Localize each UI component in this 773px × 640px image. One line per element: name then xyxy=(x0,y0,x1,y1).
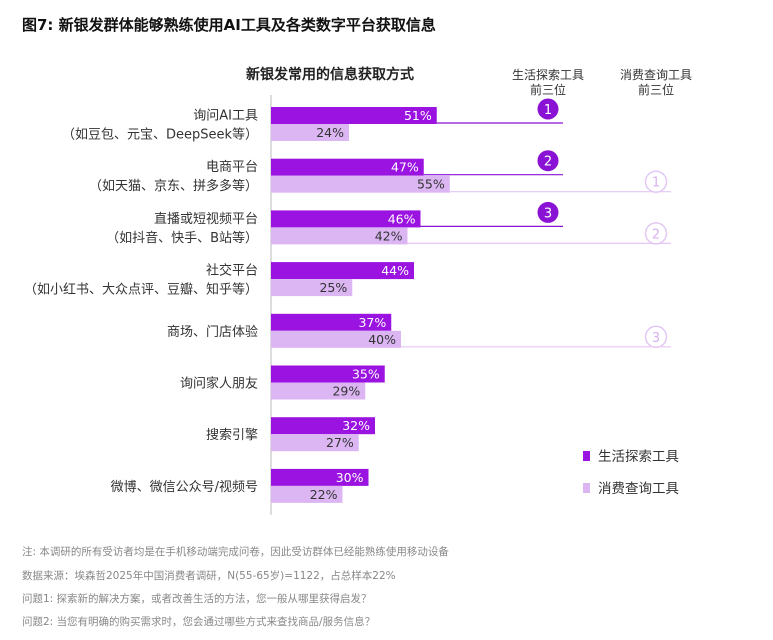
data-label-explore: 46% xyxy=(388,211,416,226)
rank-number: 2 xyxy=(652,227,660,242)
bar-consume xyxy=(271,124,349,141)
category-label: 微博、微信公众号/视频号 xyxy=(111,480,258,495)
data-label-consume: 55% xyxy=(417,177,445,192)
bar-consume xyxy=(271,227,408,245)
category-label: 商场、门店体验 xyxy=(167,324,258,340)
bar-consume xyxy=(271,279,353,297)
data-label-explore: 30% xyxy=(336,470,364,485)
category-label: （如豆包、元宝、DeepSeek等） xyxy=(62,127,258,143)
question-1-note: 问题1: 探索新的解决方案，或者改善生活的方法，您一般从哪里获得启发？ xyxy=(22,593,372,605)
rank-column-header: 前三位 xyxy=(638,82,674,97)
category-label: （如天猫、京东、拼多多等） xyxy=(89,178,258,194)
bar-explore xyxy=(271,262,414,280)
data-label-explore: 44% xyxy=(381,263,409,278)
legend-label-explore: 生活探索工具 xyxy=(598,449,679,465)
rank-badge-explore xyxy=(537,98,559,120)
data-label-explore: 35% xyxy=(352,367,380,382)
bar-explore xyxy=(271,107,437,124)
category-label: 询问AI工具 xyxy=(193,109,258,124)
data-source-note: 数据来源：埃森哲2025年中国消费者调研，N(55-65岁)=1122，占总样本… xyxy=(22,570,396,582)
rank-badge-consume xyxy=(644,325,668,349)
bar-explore xyxy=(271,365,385,383)
data-label-consume: 22% xyxy=(310,487,338,502)
rank-number: 3 xyxy=(544,206,552,221)
figure-title: 图7: 新银发群体能够熟练使用AI工具及各类数字平台获取信息 xyxy=(22,16,436,34)
bar-consume xyxy=(271,382,366,400)
bar-consume xyxy=(271,175,450,193)
category-label: 询问家人朋友 xyxy=(180,376,258,392)
data-label-consume: 42% xyxy=(375,228,403,243)
data-label-explore: 51% xyxy=(404,108,432,123)
legend-swatch-consume xyxy=(583,483,590,493)
category-label: 搜索引擎 xyxy=(206,428,258,443)
data-label-explore: 47% xyxy=(391,160,419,175)
category-label: （如抖音、快手、B站等） xyxy=(106,230,258,246)
rank-column-header: 前三位 xyxy=(530,82,566,97)
category-label: 电商平台 xyxy=(206,160,258,175)
data-label-consume: 25% xyxy=(319,280,347,295)
rank-badge-consume xyxy=(644,170,668,193)
data-label-consume: 24% xyxy=(316,125,344,140)
rank-column-header: 生活探索工具 xyxy=(512,68,584,82)
bar-consume xyxy=(271,485,343,503)
rank-badge-explore xyxy=(537,150,559,172)
bar-explore xyxy=(271,210,421,228)
category-label: 直播或短视频平台 xyxy=(154,212,258,227)
data-label-explore: 32% xyxy=(342,418,370,433)
data-label-consume: 27% xyxy=(326,435,354,450)
bar-explore xyxy=(271,313,392,331)
rank-number: 1 xyxy=(652,176,660,191)
rank-badge-consume xyxy=(644,222,668,245)
rank-column-header: 消费查询工具 xyxy=(620,68,692,82)
chart-title: 新银发常用的信息获取方式 xyxy=(246,66,414,83)
rank-number: 3 xyxy=(652,331,660,346)
rank-badge-explore xyxy=(537,201,559,223)
bar-explore xyxy=(271,417,375,435)
legend-label-consume: 消费查询工具 xyxy=(598,481,679,497)
data-label-consume: 29% xyxy=(332,384,360,399)
bar-consume xyxy=(271,330,401,348)
bar-explore xyxy=(271,468,369,486)
rank-number: 1 xyxy=(544,103,552,118)
bar-explore xyxy=(271,158,424,176)
data-label-consume: 40% xyxy=(368,332,396,347)
legend-swatch-explore xyxy=(583,451,590,461)
rank-number: 2 xyxy=(544,155,552,170)
question-2-note: 问题2: 当您有明确的购买需求时，您会通过哪些方式来查找商品/服务信息？ xyxy=(22,616,376,628)
bar-consume xyxy=(271,434,359,452)
footnote: 注: 本调研的所有受访者均是在手机移动端完成问卷，因此受访群体已经能熟练使用移动… xyxy=(22,546,449,558)
category-label: （如小红书、大众点评、豆瓣、知乎等） xyxy=(24,282,258,298)
category-label: 社交平台 xyxy=(206,263,258,279)
data-label-explore: 37% xyxy=(358,315,386,330)
